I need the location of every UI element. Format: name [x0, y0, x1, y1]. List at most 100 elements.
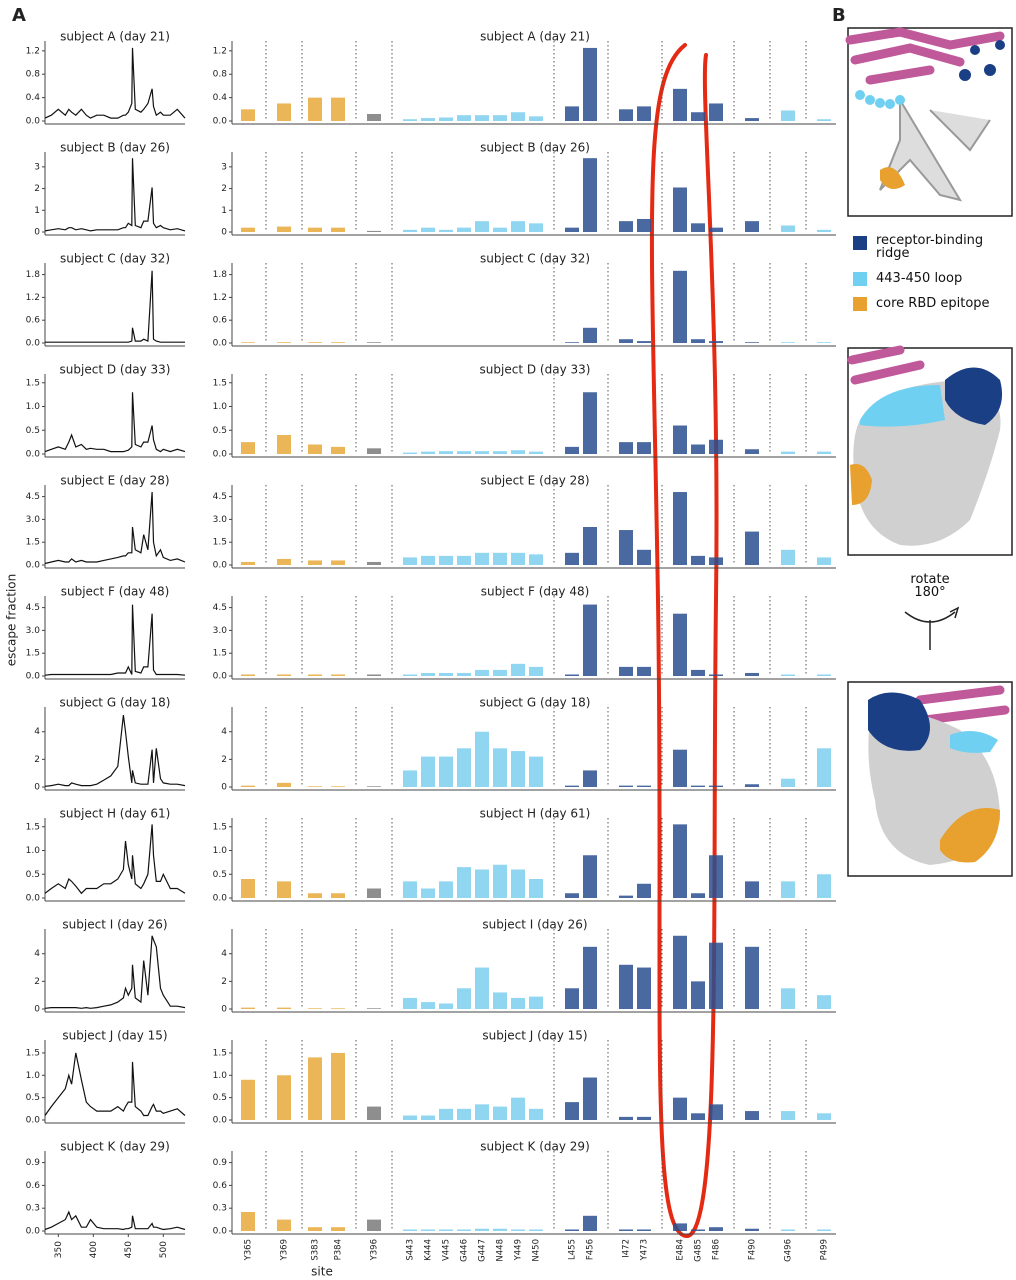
logo-stack — [241, 785, 255, 787]
x-tick-label: G496 — [784, 1239, 794, 1262]
logo-stack — [529, 116, 543, 121]
logo-stack — [529, 879, 543, 898]
logo-stack — [673, 187, 687, 232]
escape-line — [44, 1210, 186, 1231]
y-tick-label: 0.0 — [213, 672, 228, 682]
chart-title: subject H (day 61) — [480, 807, 591, 821]
logo-stack — [367, 1008, 381, 1009]
logo-stack — [277, 558, 291, 565]
logo-stack — [277, 435, 291, 454]
logo-stack — [241, 561, 255, 565]
logo-stack — [817, 1229, 831, 1231]
logo-stack — [709, 674, 723, 676]
logo-stack — [493, 748, 507, 787]
logo-stack — [709, 103, 723, 121]
logo-stack — [367, 786, 381, 787]
y-tick-label: 1.5 — [213, 649, 227, 659]
y-tick-label: 0 — [221, 228, 227, 238]
logo-stack — [403, 557, 417, 565]
logo-stack — [475, 1104, 489, 1120]
logo-stack — [331, 446, 345, 454]
logo-stack — [331, 1008, 345, 1009]
y-tick-label: 0.6 — [213, 316, 228, 326]
logo-stack — [493, 864, 507, 898]
y-tick-label: 0.0 — [26, 672, 41, 682]
y-tick-label: 0.6 — [26, 1181, 41, 1191]
y-tick-label: 3 — [34, 162, 40, 172]
logo-stack — [367, 230, 381, 232]
logo-stack — [745, 118, 759, 121]
logo-stack — [403, 997, 417, 1009]
chart-title: subject D (day 33) — [60, 363, 171, 377]
logo-stack — [781, 1229, 795, 1231]
logo-stack — [619, 964, 633, 1009]
logo-stack — [241, 342, 255, 343]
logo-stack — [583, 327, 597, 343]
logo-stack — [475, 115, 489, 121]
y-tick-label: 0.0 — [213, 1227, 228, 1237]
escape-line — [44, 158, 186, 232]
logo-stack — [619, 339, 633, 343]
logo-stack — [277, 226, 291, 232]
x-tick-label: Y369 — [280, 1239, 290, 1261]
logo-stack — [583, 47, 597, 121]
x-axis-title: site — [311, 1265, 333, 1279]
y-tick-label: 1.0 — [26, 1071, 41, 1081]
y-tick-label: 0.8 — [26, 70, 41, 80]
logo-stack — [817, 342, 831, 343]
logo-stack — [619, 1116, 633, 1120]
logo-stack — [565, 106, 579, 121]
rotate-arrow — [904, 606, 960, 650]
y-tick-label: 0.6 — [26, 316, 41, 326]
legend-swatch — [853, 297, 867, 311]
logo-stack — [565, 785, 579, 787]
chart-title: subject J (day 15) — [482, 1029, 587, 1043]
y-tick-label: 4 — [34, 727, 40, 737]
logo-stack — [691, 893, 705, 898]
logo-stack — [457, 1229, 471, 1231]
y-tick-label: 2 — [221, 977, 227, 987]
logo-stack — [637, 549, 651, 565]
y-tick-label: 0.0 — [26, 339, 41, 349]
logo-stack — [308, 674, 322, 676]
logo-stack — [619, 785, 633, 787]
logo-stack — [511, 869, 525, 898]
logo-stack — [817, 557, 831, 565]
y-tick-label: 0 — [34, 783, 40, 793]
logo-stack — [367, 561, 381, 565]
logo-stack — [331, 674, 345, 676]
y-tick-label: 1.5 — [26, 1048, 40, 1058]
logo-stack — [475, 731, 489, 787]
logo-stack — [745, 342, 759, 343]
logo-stack — [493, 115, 507, 121]
logo-stack — [439, 1003, 453, 1009]
logo-stack — [241, 442, 255, 454]
logo-stack — [619, 109, 633, 121]
logo-stack — [673, 824, 687, 898]
logo-stack — [745, 531, 759, 565]
chart-title: subject K (day 29) — [480, 1140, 590, 1154]
y-tick-label: 0.0 — [213, 117, 228, 127]
logo-stack — [241, 674, 255, 676]
logo-stack — [781, 342, 795, 343]
logo-stack — [745, 672, 759, 676]
chart-title: subject E (day 28) — [480, 474, 589, 488]
logo-stack — [241, 227, 255, 232]
logo-stack — [529, 1229, 543, 1231]
logo-stack — [439, 672, 453, 676]
logo-stack — [308, 1227, 322, 1231]
logo-stack — [403, 119, 417, 121]
escape-line — [44, 392, 186, 453]
logo-stack — [781, 988, 795, 1009]
y-tick-label: 1.5 — [26, 378, 40, 388]
logo-stack — [277, 674, 291, 676]
y-tick-label: 0.5 — [213, 1093, 227, 1103]
x-tick-label: 350 — [54, 1241, 64, 1258]
logo-stack — [308, 342, 322, 343]
y-tick-label: 0.5 — [213, 426, 227, 436]
logo-stack — [511, 997, 525, 1009]
y-tick-label: 0.4 — [213, 93, 228, 103]
y-tick-label: 2 — [34, 184, 40, 194]
logo-stack — [331, 342, 345, 343]
